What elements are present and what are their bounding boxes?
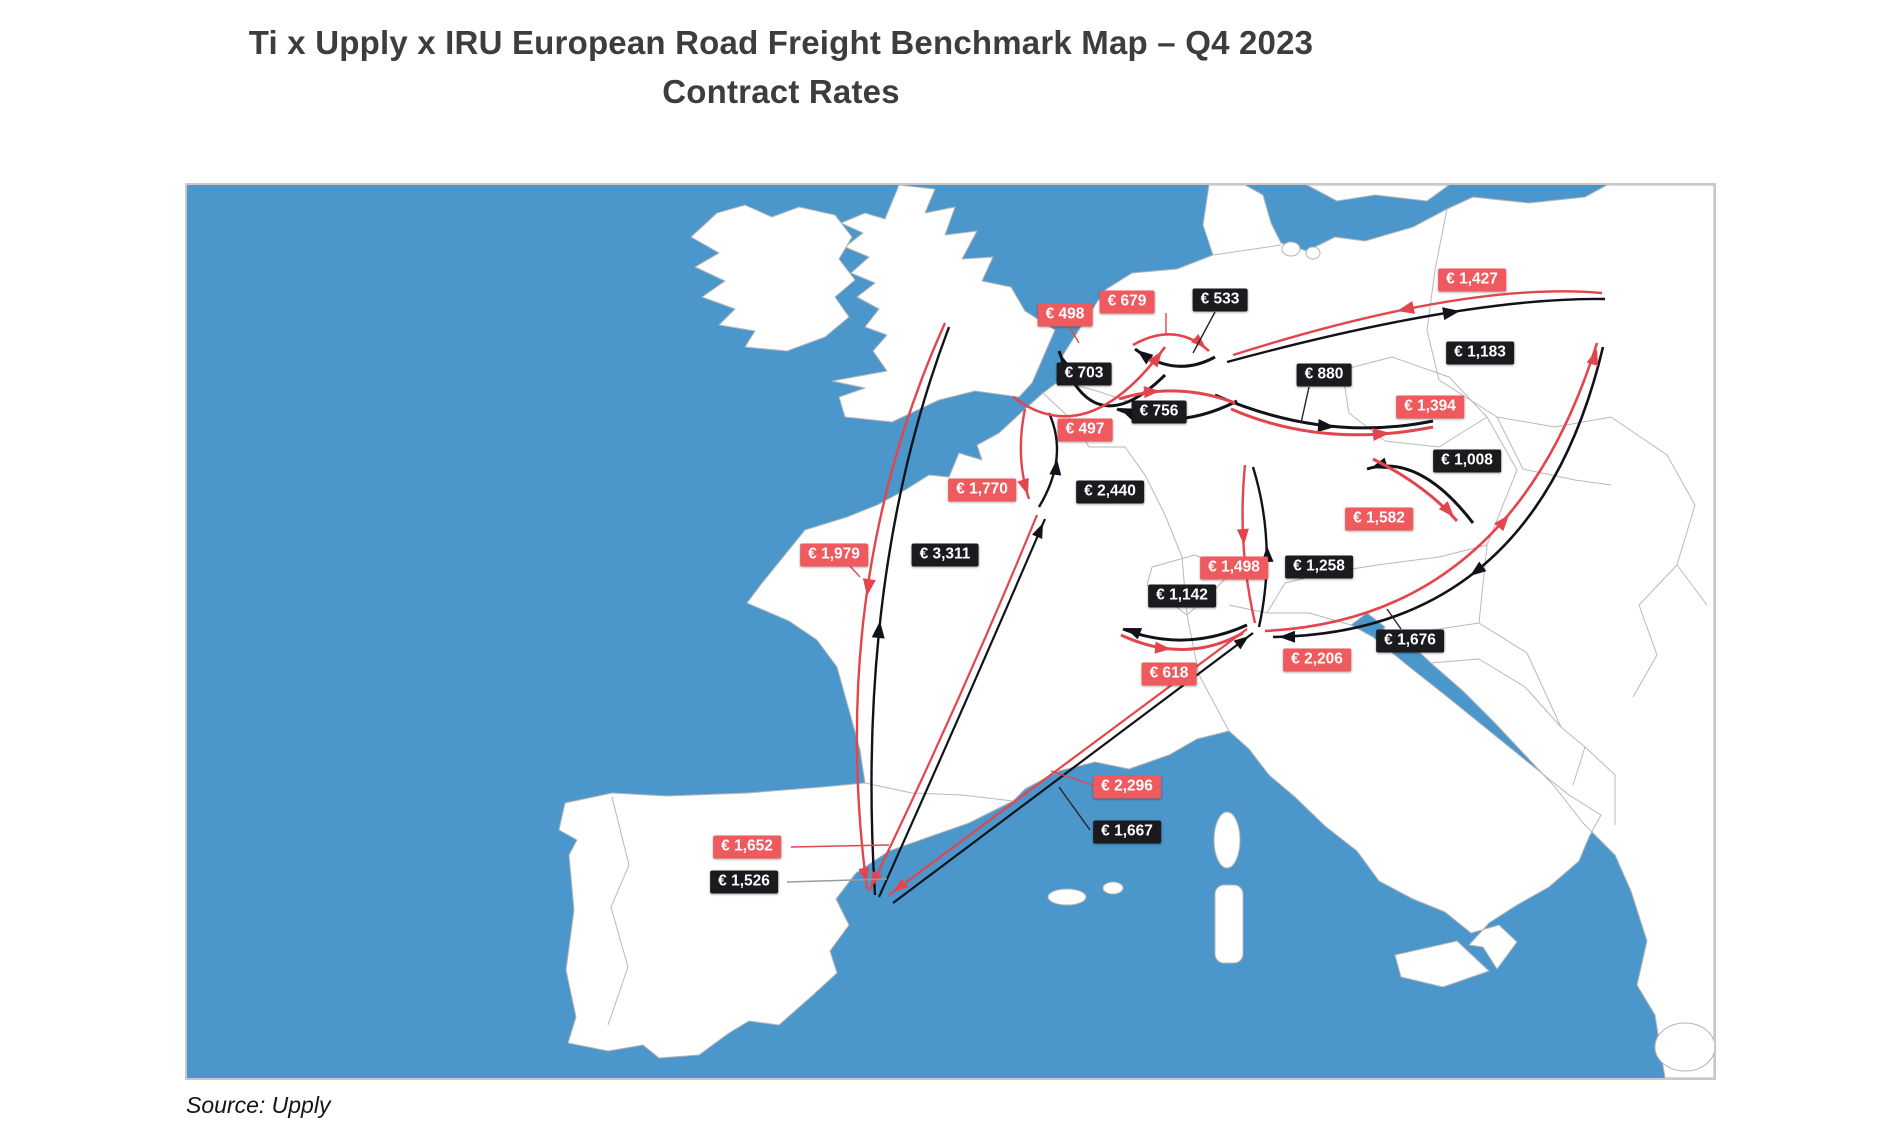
rate-badge: € 1,667 [1093,820,1161,844]
danish-island [1281,241,1301,257]
rate-badge: € 1,258 [1285,555,1353,579]
rate-badge: € 618 [1141,662,1197,686]
europe-freight-map: € 498 € 679 € 533 € 1,427 € 1,183 € 703 € 880 €… [185,183,1716,1080]
rate-badge: € 3,311 [911,543,979,567]
rate-badge: € 1,498 [1200,556,1268,580]
rate-badge: € 1,582 [1345,507,1413,531]
page-title: Ti x Upply x IRU European Road Freight B… [131,18,1431,116]
balearic-island [1102,881,1124,895]
ireland [690,204,856,352]
rate-badge-layer: € 498 € 679 € 533 € 1,427 € 1,183 € 703 € 880 €… [187,185,1714,1078]
rate-badge: € 1,770 [948,478,1016,502]
sardinia [1214,884,1244,964]
map-canvas [187,185,1714,1078]
rate-badge: € 1,526 [710,870,778,894]
peloponnese [1654,1022,1714,1072]
route-arrows-black [870,297,1606,904]
great-britain [831,185,1056,423]
rate-badge: € 2,440 [1076,480,1144,504]
scandinavia [1306,185,1450,202]
rate-badge: € 756 [1131,400,1187,424]
label-leader-lines [786,311,1402,883]
rate-badge: € 703 [1056,362,1112,386]
rate-badge: € 1,676 [1376,629,1444,653]
rate-badge: € 1,394 [1396,395,1464,419]
rate-badge: € 1,142 [1148,584,1216,608]
rate-badge: € 533 [1192,288,1248,312]
danish-island [1305,246,1321,260]
source-attribution: Source: Upply [186,1092,331,1118]
rate-badge: € 1,183 [1446,341,1514,365]
sicily [1394,940,1490,988]
rate-badge: € 2,296 [1093,775,1161,799]
title-line-2: Contract Rates [662,73,900,110]
balearic-island [1047,888,1087,906]
rate-badge: € 1,979 [800,543,868,567]
rate-badge: € 2,206 [1283,648,1351,672]
rate-badge: € 1,652 [713,835,781,859]
route-arrows-red [855,290,1603,896]
rate-badge: € 498 [1037,303,1093,327]
rate-badge: € 679 [1099,290,1155,314]
corsica [1213,811,1241,869]
rate-badge: € 1,427 [1438,268,1506,292]
rate-badge: € 1,008 [1433,449,1501,473]
rate-badge: € 497 [1057,418,1113,442]
title-line-1: Ti x Upply x IRU European Road Freight B… [248,24,1314,61]
rate-badge: € 880 [1296,363,1352,387]
